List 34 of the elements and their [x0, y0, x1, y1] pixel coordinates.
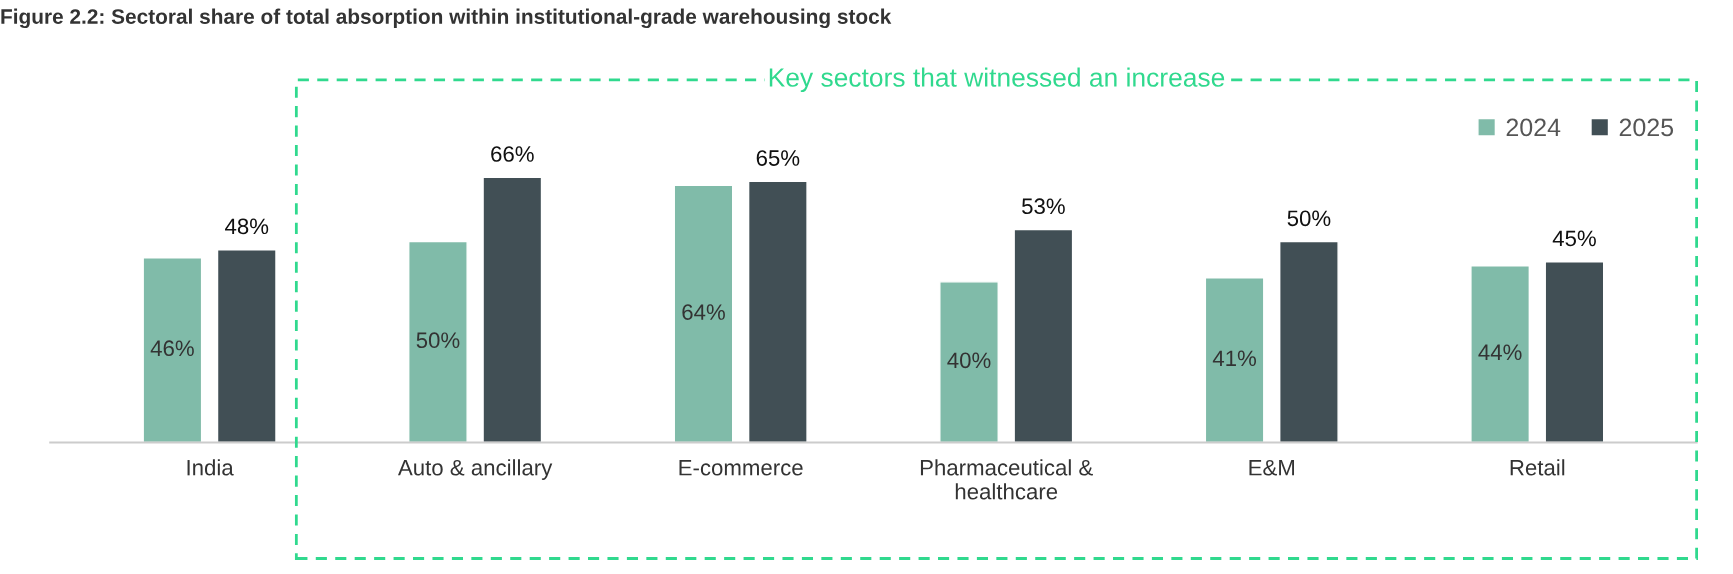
x-tick-label: E-commerce	[679, 460, 803, 476]
data-label: 66%	[491, 146, 534, 162]
legend-label: 2025	[1619, 118, 1674, 137]
bar	[1470, 265, 1531, 443]
x-tick-label: Retail	[1510, 459, 1565, 476]
legend-label: 2024	[1506, 118, 1561, 137]
x-tick-label: Pharmaceutical & healthcare	[920, 459, 1093, 500]
x-tick-label: Auto & ancillary	[397, 459, 553, 480]
bar	[939, 281, 999, 443]
data-label: 50%	[416, 332, 460, 349]
bar	[1204, 277, 1265, 443]
data-label: 64%	[682, 304, 725, 320]
data-label: 44%	[1478, 344, 1522, 361]
bar	[408, 240, 468, 443]
text: Key sectors that witnessed an increase	[769, 67, 1225, 93]
data-label: 41%	[1212, 350, 1257, 367]
data-label: 40%	[947, 352, 991, 369]
data-label: 65%	[756, 150, 800, 166]
chart-title: Figure 2.2: Sectoral share of total absorption within institutional-grade warehousing stock	[1, 8, 892, 29]
bar	[216, 248, 277, 443]
bar	[142, 257, 203, 443]
data-label: 45%	[1552, 230, 1596, 247]
x-tick-label: India	[187, 459, 234, 476]
data-label: 48%	[225, 218, 269, 235]
bar	[1013, 228, 1074, 443]
data-label: 46%	[150, 340, 194, 357]
data-label: 53%	[1022, 198, 1065, 215]
bar	[673, 184, 734, 443]
bar	[482, 176, 543, 443]
bar	[1279, 240, 1339, 443]
data-label: 50%	[1287, 210, 1331, 227]
x-tick-label: E&M	[1249, 459, 1294, 476]
bar	[1544, 261, 1605, 443]
bar	[747, 180, 808, 443]
